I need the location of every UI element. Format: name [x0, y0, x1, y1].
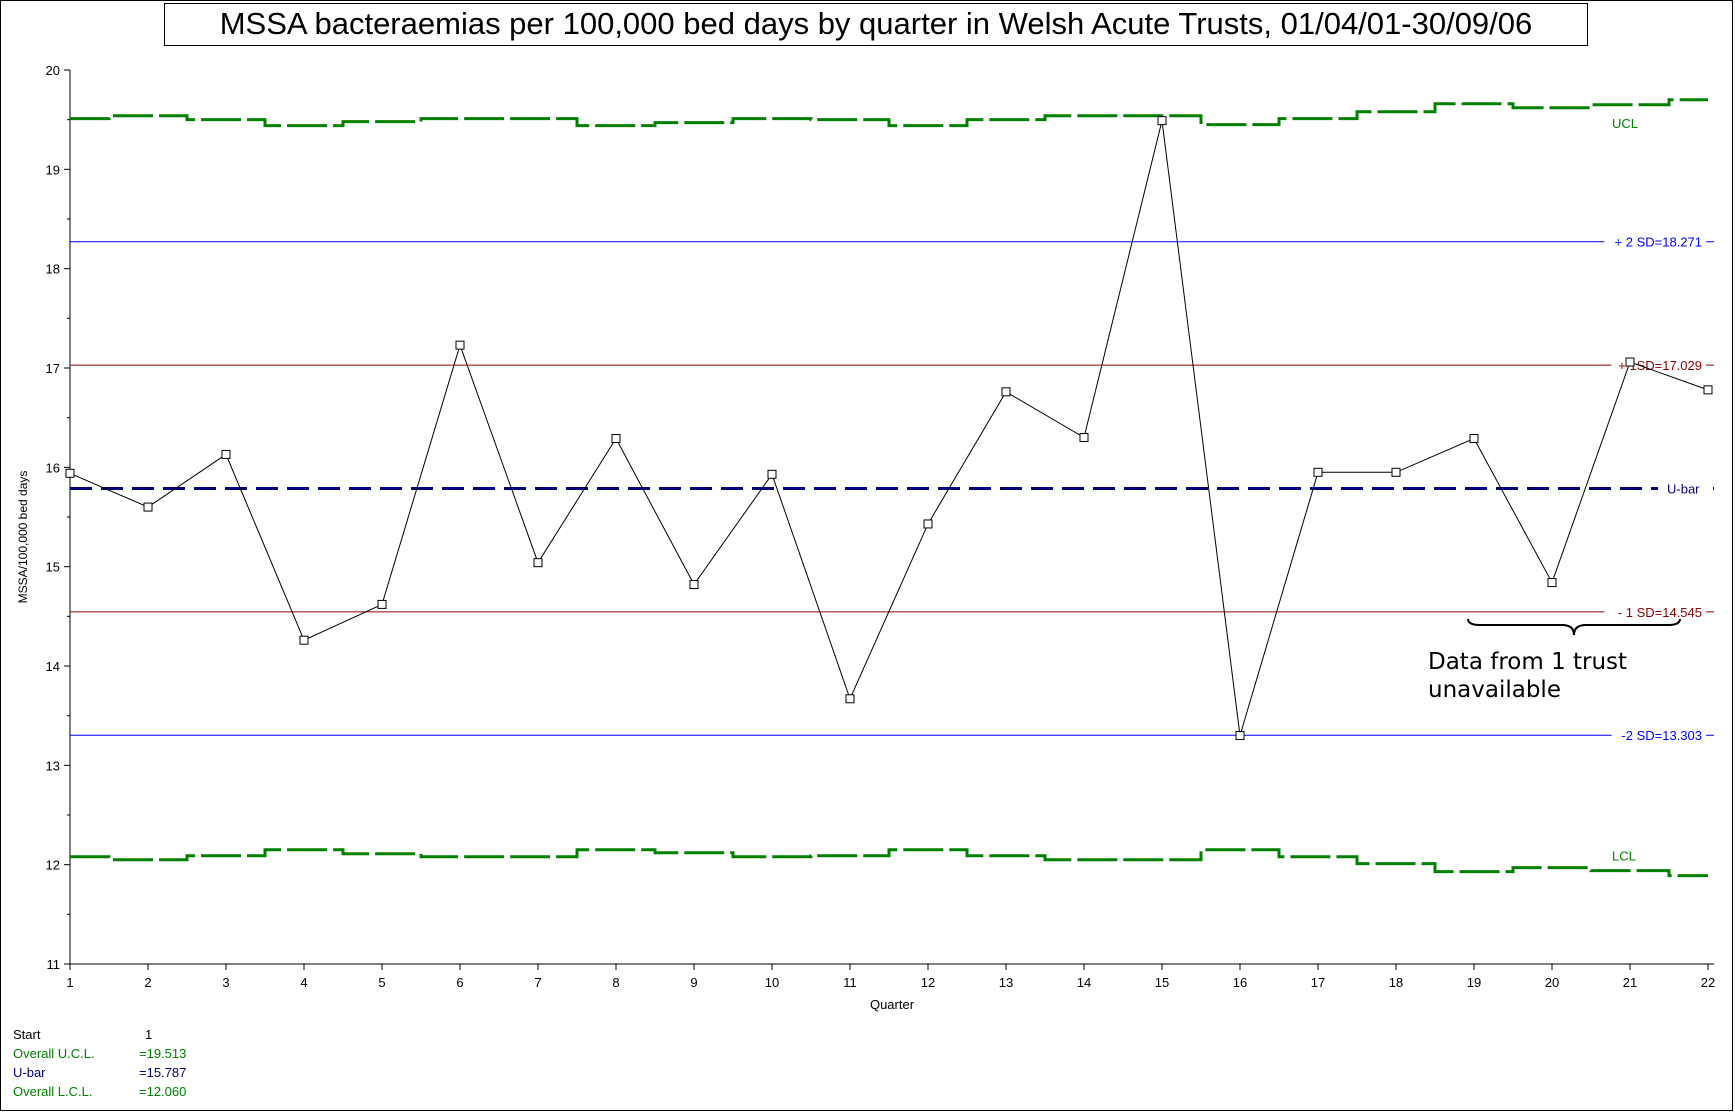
data-point — [923, 519, 933, 529]
y-tick-label: 16 — [46, 460, 60, 475]
ucl-line — [70, 98, 1708, 128]
data-point — [299, 635, 309, 645]
x-tick-label: 8 — [612, 975, 619, 990]
data-point — [143, 502, 153, 512]
label-background — [1658, 479, 1706, 498]
y-tick-label: 15 — [46, 560, 60, 575]
sd-line-label: -2 SD=13.303 — [1621, 728, 1702, 743]
label-background — [1604, 602, 1706, 621]
x-tick-label: 19 — [1467, 975, 1481, 990]
x-tick-label: 9 — [690, 975, 697, 990]
stat-overall-lcl: Overall L.C.L. =12.060 — [13, 1082, 186, 1101]
data-point — [1703, 385, 1713, 395]
lcl-line — [70, 848, 1708, 878]
data-point — [221, 449, 231, 459]
x-tick-label: 22 — [1701, 975, 1715, 990]
data-point — [1235, 731, 1245, 741]
y-tick-label: 13 — [46, 758, 60, 773]
annotation-text: Data from 1 trust — [1428, 649, 1627, 675]
y-tick-label: 19 — [46, 162, 60, 177]
y-axis-label: MSSA/100,000 bed days — [16, 471, 30, 604]
stat-label: U-bar — [13, 1065, 46, 1080]
data-point — [611, 434, 621, 444]
data-point — [1469, 434, 1479, 444]
stat-label: Overall L.C.L. — [13, 1084, 93, 1099]
label-background — [1604, 232, 1706, 251]
x-tick-label: 5 — [378, 975, 385, 990]
y-tick-label: 17 — [46, 361, 60, 376]
x-tick-label: 15 — [1155, 975, 1169, 990]
data-point — [1079, 433, 1089, 443]
data-point — [1001, 387, 1011, 397]
x-tick-label: 11 — [843, 975, 857, 990]
data-point — [377, 599, 387, 609]
annotation-brace — [1467, 618, 1681, 636]
stat-value: =19.513 — [139, 1046, 187, 1061]
y-tick-label: 14 — [46, 659, 60, 674]
data-point — [689, 580, 699, 590]
stat-u-bar: U-bar =15.787 — [13, 1063, 186, 1082]
sd-line-label: + 2 SD=18.271 — [1615, 235, 1702, 250]
y-tick-label: 20 — [46, 63, 60, 78]
data-point — [845, 694, 855, 704]
y-tick-label: 18 — [46, 262, 60, 277]
x-tick-label: 21 — [1623, 975, 1637, 990]
data-point — [1313, 467, 1323, 477]
stat-value: 1 — [145, 1027, 153, 1042]
x-tick-label: 18 — [1389, 975, 1403, 990]
data-point — [533, 558, 543, 568]
lcl-label: LCL — [1612, 849, 1636, 864]
stat-value: =15.787 — [139, 1065, 187, 1080]
data-point — [455, 340, 465, 350]
annotation-text: unavailable — [1428, 677, 1561, 703]
summary-stats: Start 1 Overall U.C.L. =19.513 U-bar =15… — [13, 1025, 186, 1101]
x-tick-label: 13 — [999, 975, 1013, 990]
ucl-label: UCL — [1612, 116, 1638, 131]
chart-title: MSSA bacteraemias per 100,000 bed days b… — [164, 3, 1588, 46]
data-point — [1157, 116, 1167, 126]
data-point — [65, 468, 75, 478]
sd-line-label: - 1 SD=14.545 — [1618, 605, 1702, 620]
stat-start: Start 1 — [13, 1025, 186, 1044]
x-tick-label: 2 — [144, 975, 151, 990]
x-tick-label: 7 — [534, 975, 541, 990]
x-tick-label: 1 — [66, 975, 73, 990]
x-tick-label: 14 — [1077, 975, 1091, 990]
stat-label: Overall U.C.L. — [13, 1046, 95, 1061]
data-point — [1625, 357, 1635, 367]
stat-overall-ucl: Overall U.C.L. =19.513 — [13, 1044, 186, 1063]
x-tick-label: 12 — [921, 975, 935, 990]
x-tick-label: 6 — [456, 975, 463, 990]
sd-line-label: + 1SD=17.029 — [1618, 358, 1702, 373]
u-bar-label: U-bar — [1667, 481, 1700, 496]
x-tick-label: 3 — [222, 975, 229, 990]
x-tick-label: 20 — [1545, 975, 1559, 990]
label-background — [1611, 726, 1706, 745]
data-series-line — [69, 120, 1709, 736]
stat-value: =12.060 — [139, 1084, 187, 1099]
x-tick-label: 10 — [765, 975, 779, 990]
x-tick-label: 16 — [1233, 975, 1247, 990]
data-point — [1391, 467, 1401, 477]
x-axis-label: Quarter — [870, 997, 915, 1012]
label-background — [1611, 356, 1706, 375]
x-tick-label: 4 — [300, 975, 307, 990]
stat-label: Start — [13, 1027, 41, 1042]
x-tick-label: 17 — [1311, 975, 1325, 990]
y-tick-label: 11 — [47, 957, 61, 972]
y-tick-label: 12 — [46, 858, 60, 873]
data-point — [1547, 578, 1557, 588]
data-point — [767, 469, 777, 479]
